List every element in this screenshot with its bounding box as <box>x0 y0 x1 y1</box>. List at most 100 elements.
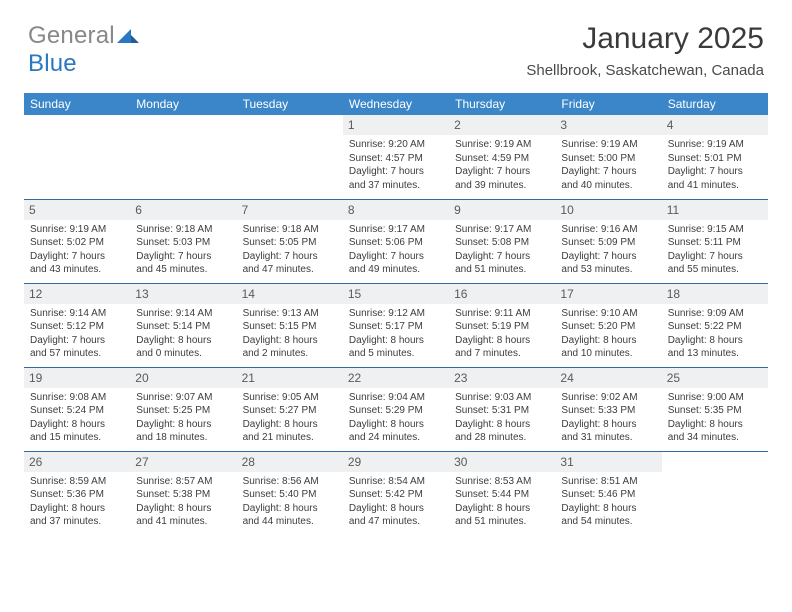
daylight-line-1: Daylight: 7 hours <box>668 250 762 264</box>
sunset-line: Sunset: 5:40 PM <box>243 488 337 502</box>
daylight-line-1: Daylight: 8 hours <box>243 502 337 516</box>
sunset-line: Sunset: 5:15 PM <box>243 320 337 334</box>
calendar-day-header: Saturday <box>662 93 768 115</box>
sunset-line: Sunset: 5:22 PM <box>668 320 762 334</box>
calendar-body: 1Sunrise: 9:20 AMSunset: 4:57 PMDaylight… <box>24 115 768 535</box>
day-number: 7 <box>237 200 343 220</box>
calendar-day-cell: 7Sunrise: 9:18 AMSunset: 5:05 PMDaylight… <box>237 199 343 283</box>
calendar-day-cell: 1Sunrise: 9:20 AMSunset: 4:57 PMDaylight… <box>343 115 449 199</box>
calendar-day-cell: 24Sunrise: 9:02 AMSunset: 5:33 PMDayligh… <box>555 367 661 451</box>
calendar-day-cell: 11Sunrise: 9:15 AMSunset: 5:11 PMDayligh… <box>662 199 768 283</box>
calendar-week-row: 12Sunrise: 9:14 AMSunset: 5:12 PMDayligh… <box>24 283 768 367</box>
sunset-line: Sunset: 5:03 PM <box>136 236 230 250</box>
day-number: 12 <box>24 284 130 304</box>
calendar-day-cell: 26Sunrise: 8:59 AMSunset: 5:36 PMDayligh… <box>24 451 130 535</box>
day-number: 30 <box>449 452 555 472</box>
daylight-line-1: Daylight: 8 hours <box>561 502 655 516</box>
day-number: 16 <box>449 284 555 304</box>
sunrise-line: Sunrise: 9:14 AM <box>30 307 124 321</box>
header: General Blue January 2025 Shellbrook, Sa… <box>24 22 768 79</box>
day-number: 2 <box>449 115 555 135</box>
daylight-line-1: Daylight: 8 hours <box>136 502 230 516</box>
day-number: 10 <box>555 200 661 220</box>
calendar-week-row: 26Sunrise: 8:59 AMSunset: 5:36 PMDayligh… <box>24 451 768 535</box>
daylight-line-1: Daylight: 7 hours <box>349 165 443 179</box>
daylight-line-1: Daylight: 8 hours <box>668 334 762 348</box>
calendar-day-cell: 27Sunrise: 8:57 AMSunset: 5:38 PMDayligh… <box>130 451 236 535</box>
calendar-day-cell: 15 Sunrise: 9:12 AMSunset: 5:17 PMDayligh… <box>343 283 449 367</box>
daylight-line-2: and 15 minutes. <box>30 431 124 445</box>
daylight-line-2: and 45 minutes. <box>136 263 230 277</box>
daylight-line-1: Daylight: 8 hours <box>349 418 443 432</box>
day-number: 26 <box>24 452 130 472</box>
calendar-week-row: 19Sunrise: 9:08 AMSunset: 5:24 PMDayligh… <box>24 367 768 451</box>
day-number: 9 <box>449 200 555 220</box>
calendar-week-row: 5 Sunrise: 9:19 AMSunset: 5:02 PM Daylight… <box>24 199 768 283</box>
day-number: 18 <box>662 284 768 304</box>
day-number: 19 <box>24 368 130 388</box>
sunset-line: Sunset: 5:02 PM <box>30 236 124 250</box>
sunrise-line: Sunrise: 9:19 AM <box>561 138 655 152</box>
sunset-line: Sunset: 5:36 PM <box>30 488 124 502</box>
day-number: 21 <box>237 368 343 388</box>
calendar-week-row: 1Sunrise: 9:20 AMSunset: 4:57 PMDaylight… <box>24 115 768 199</box>
daylight-line-2: and 2 minutes. <box>243 347 337 361</box>
calendar-day-header: Tuesday <box>237 93 343 115</box>
daylight-line-1: Daylight: 8 hours <box>455 502 549 516</box>
day-number: 28 <box>237 452 343 472</box>
daylight-line-2: and 51 minutes. <box>455 515 549 529</box>
day-number: 5 <box>24 200 130 220</box>
day-number: 27 <box>130 452 236 472</box>
sunset-line: Sunset: 5:12 PM <box>30 320 124 334</box>
day-number: 24 <box>555 368 661 388</box>
calendar-header-row: SundayMondayTuesdayWednesdayThursdayFrid… <box>24 93 768 115</box>
day-number: 15 <box>343 284 449 304</box>
daylight-line-2: and 51 minutes. <box>455 263 549 277</box>
daylight-line-1: Daylight: 8 hours <box>30 502 124 516</box>
day-number: 29 <box>343 452 449 472</box>
sunrise-line: Sunrise: 9:19 AM <box>30 223 124 237</box>
sunrise-line: Sunrise: 9:20 AM <box>349 138 443 152</box>
calendar-day-cell: 30Sunrise: 8:53 AMSunset: 5:44 PMDayligh… <box>449 451 555 535</box>
sunrise-line: Sunrise: 9:14 AM <box>136 307 230 321</box>
sunrise-line: Sunrise: 8:51 AM <box>561 475 655 489</box>
calendar-day-cell <box>130 115 236 199</box>
calendar-day-header: Monday <box>130 93 236 115</box>
daylight-line-2: and 37 minutes. <box>349 179 443 193</box>
daylight-line-2: and 53 minutes. <box>561 263 655 277</box>
sunrise-line: Sunrise: 9:07 AM <box>136 391 230 405</box>
calendar-day-header: Sunday <box>24 93 130 115</box>
daylight-line-2: and 57 minutes. <box>30 347 124 361</box>
sunset-line: Sunset: 5:24 PM <box>30 404 124 418</box>
daylight-line-1: Daylight: 7 hours <box>668 165 762 179</box>
calendar-table: SundayMondayTuesdayWednesdayThursdayFrid… <box>24 93 768 535</box>
daylight-line-2: and 31 minutes. <box>561 431 655 445</box>
sunset-line: Sunset: 5:35 PM <box>668 404 762 418</box>
daylight-line-1: Daylight: 8 hours <box>243 334 337 348</box>
location: Shellbrook, Saskatchewan, Canada <box>526 62 764 79</box>
daylight-line-1: Daylight: 8 hours <box>349 334 443 348</box>
daylight-line-2: and 18 minutes. <box>136 431 230 445</box>
daylight-line-2: and 54 minutes. <box>561 515 655 529</box>
sunset-line: Sunset: 5:00 PM <box>561 152 655 166</box>
calendar-day-cell: 4Sunrise: 9:19 AMSunset: 5:01 PMDaylight… <box>662 115 768 199</box>
logo-text-part2: Blue <box>28 50 77 77</box>
sunrise-line: Sunrise: 9:12 AM <box>349 307 443 321</box>
daylight-line-2: and 43 minutes. <box>30 263 124 277</box>
sunset-line: Sunset: 5:42 PM <box>349 488 443 502</box>
sunrise-line: Sunrise: 8:57 AM <box>136 475 230 489</box>
daylight-line-1: Daylight: 7 hours <box>136 250 230 264</box>
day-number: 6 <box>130 200 236 220</box>
daylight-line-1: Daylight: 8 hours <box>561 334 655 348</box>
calendar-day-cell: 20Sunrise: 9:07 AMSunset: 5:25 PMDayligh… <box>130 367 236 451</box>
sunset-line: Sunset: 5:17 PM <box>349 320 443 334</box>
daylight-line-1: Daylight: 7 hours <box>455 165 549 179</box>
daylight-line-2: and 21 minutes. <box>243 431 337 445</box>
sunset-line: Sunset: 5:05 PM <box>243 236 337 250</box>
day-number: 23 <box>449 368 555 388</box>
daylight-line-1: Daylight: 8 hours <box>136 334 230 348</box>
daylight-line-1: Daylight: 8 hours <box>243 418 337 432</box>
sunrise-line: Sunrise: 9:19 AM <box>455 138 549 152</box>
day-number: 11 <box>662 200 768 220</box>
sunrise-line: Sunrise: 9:17 AM <box>455 223 549 237</box>
